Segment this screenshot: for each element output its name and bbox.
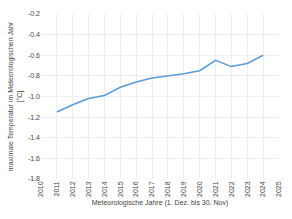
svg-text:Meteorologische Jahre (1. Dez.: Meteorologische Jahre (1. Dez. bis 30. N… — [92, 199, 229, 207]
svg-text:2025: 2025 — [275, 181, 282, 197]
svg-text:2020: 2020 — [196, 181, 203, 197]
svg-text:2024: 2024 — [259, 181, 266, 197]
svg-text:-1.8: -1.8 — [28, 175, 40, 182]
svg-text:-1.0: -1.0 — [28, 93, 40, 100]
svg-text:2016: 2016 — [132, 181, 139, 197]
svg-text:2012: 2012 — [69, 181, 76, 197]
svg-text:2022: 2022 — [228, 181, 235, 197]
svg-text:-0.4: -0.4 — [28, 31, 40, 38]
svg-text:2011: 2011 — [53, 181, 60, 196]
svg-text:-1.6: -1.6 — [28, 155, 40, 162]
svg-text:2013: 2013 — [85, 181, 92, 197]
svg-text:-1.4: -1.4 — [28, 134, 40, 141]
svg-text:2018: 2018 — [164, 181, 171, 197]
svg-text:-0.6: -0.6 — [28, 52, 40, 59]
svg-text:2014: 2014 — [101, 181, 108, 197]
svg-text:maximale Temperatur im Meteoro: maximale Temperatur im Meteorologischen … — [7, 21, 24, 171]
svg-text:2017: 2017 — [148, 181, 155, 197]
svg-text:2021: 2021 — [212, 181, 219, 197]
svg-text:2019: 2019 — [180, 181, 187, 197]
svg-text:2023: 2023 — [244, 181, 251, 197]
svg-text:2010: 2010 — [37, 181, 44, 197]
svg-text:-0.8: -0.8 — [28, 72, 40, 79]
svg-text:-1.2: -1.2 — [28, 114, 40, 121]
svg-text:2015: 2015 — [117, 181, 124, 197]
svg-text:-0.2: -0.2 — [28, 10, 40, 17]
